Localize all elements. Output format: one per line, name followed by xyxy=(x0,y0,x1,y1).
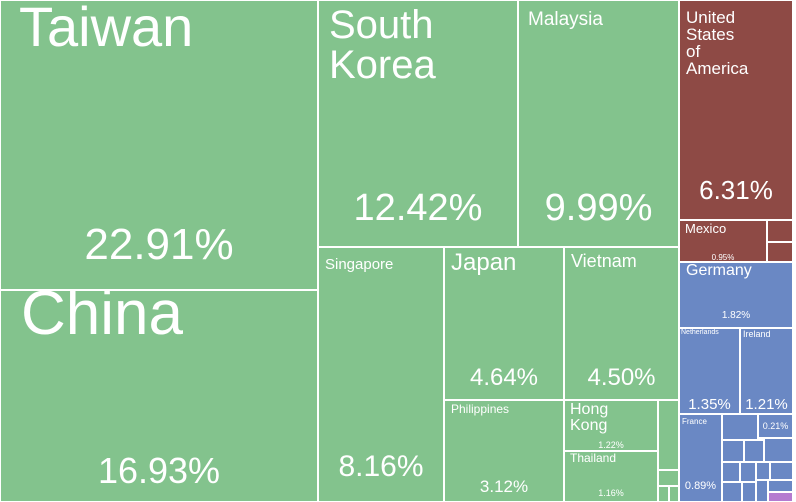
tile-minor-5 xyxy=(764,438,793,462)
tile-minor-16 xyxy=(658,470,679,486)
tile-philippines: Philippines 3.12% xyxy=(444,400,564,502)
tile-minor-14 xyxy=(768,492,793,502)
tile-value-label: 1.22% xyxy=(598,440,624,450)
tile-minor-15 xyxy=(658,400,679,470)
tile-minor-18 xyxy=(669,486,679,502)
tile-value-label: 12.42% xyxy=(353,187,483,229)
tile-label: Japan xyxy=(451,249,517,276)
tile-value-label: 8.16% xyxy=(338,450,424,483)
tile-netherlands: Netherlands 1.35% xyxy=(679,328,740,414)
tile-south-korea: South Korea 12.42% xyxy=(318,0,518,247)
tile-label: South Korea xyxy=(329,3,436,87)
tile-singapore: Singapore 8.16% xyxy=(318,247,444,502)
tile-value-label: 22.91% xyxy=(84,220,234,269)
tile-minor-6 xyxy=(722,462,740,482)
tile-minor-8 xyxy=(756,462,770,480)
tile-minor-1 xyxy=(767,242,793,262)
tile-minor-11 xyxy=(742,482,756,502)
tile-minor-13 xyxy=(768,480,793,492)
tile-minor-9 xyxy=(770,462,793,480)
tile-france: France 0.89% xyxy=(679,414,722,502)
tile-label: Netherlands xyxy=(681,329,719,336)
tile-value-label: 1.35% xyxy=(688,396,731,413)
tile-value-label: 4.50% xyxy=(587,364,656,391)
tile-label: Vietnam xyxy=(571,251,637,271)
tile-label: Taiwan xyxy=(19,0,194,58)
tile-label: China xyxy=(21,290,183,348)
tile-minor-0 xyxy=(767,220,793,242)
tile-value-label: 6.31% xyxy=(699,175,773,205)
tile-china: China 16.93% xyxy=(0,290,318,502)
tile-value-label: 1.16% xyxy=(598,488,624,498)
tile-item-16: 0.21% xyxy=(758,414,793,438)
tile-value-label: 9.99% xyxy=(544,187,653,229)
tile-thailand: Thailand 1.16% xyxy=(564,451,658,502)
tile-mexico: Mexico 0.95% xyxy=(679,220,767,262)
tile-label: Hong Kong xyxy=(570,401,609,434)
tile-value-label: 1.82% xyxy=(721,310,751,321)
tile-united-states-of-america: United States of America 6.31% xyxy=(679,0,793,220)
tile-minor-7 xyxy=(740,462,756,482)
tile-minor-4 xyxy=(744,440,764,462)
tile-taiwan: Taiwan 22.91% xyxy=(0,0,318,290)
tile-hong-kong: Hong Kong 1.22% xyxy=(564,400,658,451)
tile-value-label: 3.12% xyxy=(479,477,529,496)
tile-value-label: 4.64% xyxy=(469,364,539,391)
tile-value-label: 0.21% xyxy=(762,421,789,431)
tile-value-label: 0.89% xyxy=(684,480,717,492)
tile-label: Malaysia xyxy=(528,9,603,30)
tile-value-label: 1.21% xyxy=(745,396,788,413)
tile-label: United States of America xyxy=(686,8,749,78)
tile-label: Mexico xyxy=(685,221,727,236)
tile-label: France xyxy=(682,417,707,426)
tile-germany: Germany 1.82% xyxy=(679,262,793,328)
tile-malaysia: Malaysia 9.99% xyxy=(518,0,679,247)
tile-label: Germany xyxy=(686,262,752,279)
tile-value-label: 16.93% xyxy=(97,450,221,491)
tile-label: Thailand xyxy=(570,451,617,465)
tile-label: Philippines xyxy=(451,402,510,416)
tile-vietnam: Vietnam 4.50% xyxy=(564,247,679,400)
tile-minor-3 xyxy=(722,440,744,462)
tile-minor-12 xyxy=(756,480,768,502)
tile-label: Ireland xyxy=(743,329,771,339)
tile-japan: Japan 4.64% xyxy=(444,247,564,400)
tile-minor-17 xyxy=(658,486,669,502)
tile-minor-10 xyxy=(722,482,742,502)
tile-value-label: 0.95% xyxy=(711,253,735,262)
tile-ireland: Ireland 1.21% xyxy=(740,328,793,414)
tile-minor-2 xyxy=(722,414,758,440)
tile-label: Singapore xyxy=(325,256,394,273)
